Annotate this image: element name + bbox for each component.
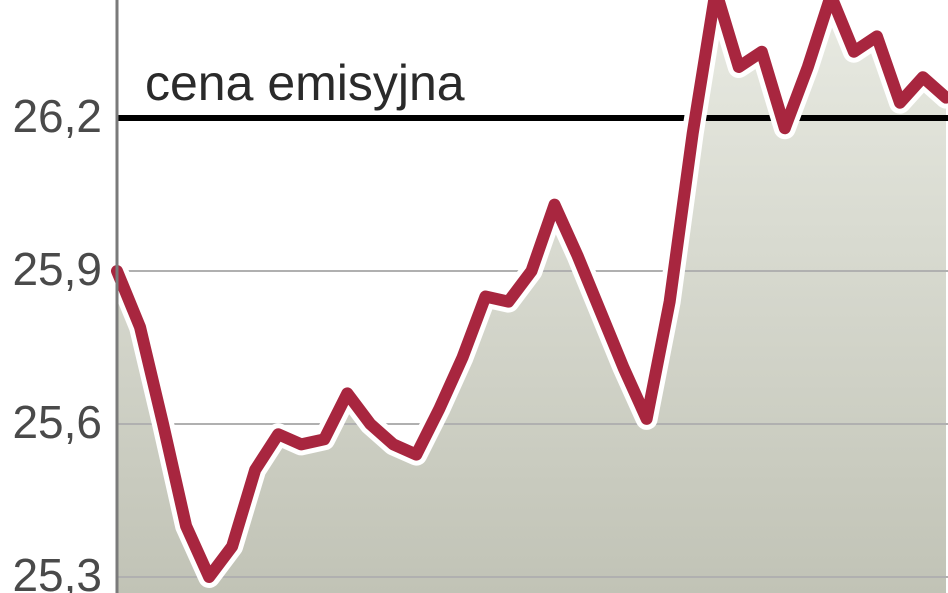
reference-line-label: cena emisyjna (145, 55, 465, 111)
y-tick-label: 26,2 (12, 90, 102, 142)
chart-svg: 25,3 25,6 25,9 26,2 cena emisyjna (0, 0, 948, 593)
price-chart: 25,3 25,6 25,9 26,2 cena emisyjna (0, 0, 948, 593)
y-tick-label: 25,6 (12, 396, 102, 448)
y-tick-label: 25,9 (12, 243, 102, 295)
y-tick-label: 25,3 (12, 549, 102, 593)
